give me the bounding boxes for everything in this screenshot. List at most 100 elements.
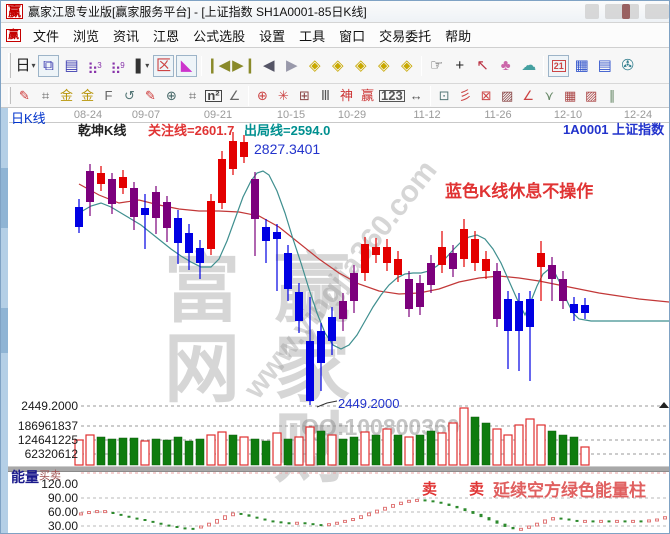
- background-window-fragment: [585, 4, 599, 19]
- check-lines-icon[interactable]: ⋎: [544, 88, 554, 103]
- volume-axis-label-124641225: 124641225: [17, 433, 78, 447]
- toolbar-separator: [421, 55, 423, 76]
- prev-period-icon[interactable]: ◀: [262, 57, 275, 74]
- menu-item-file[interactable]: 文件: [33, 28, 60, 44]
- save-icon[interactable]: ✇: [621, 57, 634, 74]
- exit-line-label: 出局线=2594.0: [244, 123, 331, 138]
- angle-tool-icon[interactable]: ∠: [228, 88, 241, 103]
- circle-cross-icon[interactable]: ⊕: [257, 88, 268, 103]
- calculator-icon[interactable]: ▦: [574, 57, 589, 74]
- indicator-scale-label-90.00: 90.00: [47, 491, 78, 505]
- gann-diamond-5-icon[interactable]: ◈: [400, 57, 413, 74]
- date-tick-11-26: 11-26: [484, 109, 512, 121]
- pane-separator[interactable]: [8, 466, 669, 472]
- width-measure-icon[interactable]: ↔: [409, 88, 423, 103]
- window-title: 赢家江恩专业版[赢家服务平台] - [上证指数 SH1A0001-85日K线]: [28, 5, 367, 19]
- spiral-tool-icon[interactable]: ↺: [124, 88, 135, 103]
- menu-item-settings[interactable]: 设置: [259, 28, 286, 44]
- count-grid-icon[interactable]: 123: [379, 87, 405, 103]
- gann-shape-tool-icon[interactable]: ♣: [500, 57, 511, 74]
- panel-period-label: 日K线: [11, 111, 46, 126]
- shen-grid-icon[interactable]: 神: [339, 88, 353, 103]
- time-grid-icon[interactable]: ⌗: [188, 88, 197, 103]
- box-grid-icon[interactable]: ⊞: [299, 88, 310, 103]
- next-period-icon[interactable]: ▶: [285, 57, 298, 74]
- attention-line-label: 关注线=2601.7: [148, 123, 235, 138]
- gann-diamond-2-icon[interactable]: ◈: [331, 57, 344, 74]
- angle-rays-icon[interactable]: ∠: [522, 88, 535, 103]
- box-tool-icon[interactable]: ⊡: [438, 88, 450, 103]
- info-board-icon[interactable]: ▤: [64, 57, 79, 74]
- date-tick-08-24: 08-24: [73, 109, 103, 121]
- qiankun-kline-icon[interactable]: 区: [153, 54, 174, 77]
- menu-item-browse[interactable]: 浏览: [73, 28, 100, 44]
- draw-pencil-2-icon[interactable]: ✎: [145, 88, 156, 103]
- toolbar-draw: ✎ ⌗ 金金 F ↺ ✎ ⊕ ⌗ n² ∠ ⊕ ✳ ⊞ Ⅲ 神赢 123 ↔ ⊡ 彡 ⊠ ▨ ∠ ⋎ ▦ ▨ ∥: [1, 84, 669, 108]
- symbol-label: 1A0001 上证指数: [563, 122, 665, 137]
- app-logo-icon: 赢: [6, 4, 24, 19]
- left-edge-strip[interactable]: [1, 108, 8, 533]
- menu-item-news[interactable]: 资讯: [113, 28, 140, 44]
- mark-tool-icon[interactable]: ↖: [476, 57, 489, 74]
- toolbar-grip[interactable]: [8, 53, 11, 78]
- candle-style-icon[interactable]: ❚ ▾: [131, 57, 150, 74]
- gold-ratio-grid-icon[interactable]: 金: [59, 88, 73, 103]
- draw-pencil-icon[interactable]: ✎: [19, 88, 30, 103]
- menu-item-formula-picker[interactable]: 公式选股: [193, 28, 246, 44]
- chart-note: 蓝色K线休息不操作: [445, 182, 594, 201]
- indicator-note: 延续空方绿色能量柱: [493, 481, 646, 500]
- kline-chart-canvas[interactable]: [1, 108, 669, 533]
- kline-tool-icon[interactable]: Ⅲ: [321, 88, 330, 103]
- window-layout-icon[interactable]: ⧉: [38, 54, 59, 77]
- gann-grid-icon[interactable]: ⌗: [41, 88, 50, 103]
- slant-lines-icon[interactable]: ∥: [608, 88, 616, 103]
- indicator-scale-label-60.00: 60.00: [47, 505, 78, 519]
- volume-axis-label-186961837: 186961837: [17, 419, 78, 433]
- rays-fan-icon[interactable]: 彡: [458, 88, 472, 103]
- left-strip-thumb[interactable]: [1, 168, 8, 228]
- chart-bars-9-icon[interactable]: ⣦ 9: [110, 57, 125, 74]
- grid-dense-icon[interactable]: ▦: [564, 88, 577, 103]
- date-tick-12-24: 12-24: [623, 109, 653, 121]
- color-histogram-icon[interactable]: ◣: [176, 54, 197, 77]
- date-tick-10-29: 10-29: [337, 109, 367, 121]
- gann-wheel-icon[interactable]: ⊕: [166, 88, 177, 103]
- mind-tool-icon[interactable]: ☁: [521, 57, 537, 74]
- calendar-icon[interactable]: 21: [548, 54, 570, 77]
- crosshair-tool-icon[interactable]: +: [455, 57, 465, 74]
- square-of-nine-icon[interactable]: n²: [205, 87, 222, 103]
- last-page-icon[interactable]: ▶❙: [232, 57, 257, 74]
- fibonacci-grid-icon[interactable]: F: [104, 88, 113, 103]
- first-page-icon[interactable]: ❙◀: [206, 57, 231, 74]
- high-price-annotation: 2827.3401: [254, 141, 321, 157]
- ying-grid-icon[interactable]: 赢: [360, 88, 374, 103]
- notepad-icon[interactable]: ▤: [597, 57, 612, 74]
- sell-mark-1: 卖: [422, 481, 438, 498]
- box-rays-icon[interactable]: ⊠: [480, 88, 492, 103]
- menu-item-trade-entrust[interactable]: 交易委托: [379, 28, 432, 44]
- toolbar-grip[interactable]: [8, 87, 11, 104]
- menu-item-window-menu[interactable]: 窗口: [339, 28, 366, 44]
- left-strip-thumb[interactable]: [1, 308, 8, 353]
- low-price-annotation: 2449.2000: [338, 396, 400, 411]
- volume-axis-label-62320612: 62320612: [24, 447, 78, 461]
- menu-item-help[interactable]: 帮助: [445, 28, 472, 44]
- star-grid-icon[interactable]: ✳: [278, 88, 289, 103]
- sell-mark-2: 卖: [469, 481, 485, 498]
- gann-diamond-4-icon[interactable]: ◈: [377, 57, 390, 74]
- chart-bars-3-icon[interactable]: ⣦ 3: [87, 57, 102, 74]
- box-rays-2-icon[interactable]: ▨: [501, 88, 514, 103]
- chart-region[interactable]: 赢家财富网 www.yingjia360.com QQ:100800360 08…: [1, 108, 669, 533]
- menu-item-gann[interactable]: 江恩: [153, 28, 180, 44]
- indicator-title-sub: 买卖: [39, 470, 61, 482]
- gann-diamond-1-icon[interactable]: ◈: [308, 57, 321, 74]
- kline-period-icon[interactable]: 日 ▾: [15, 57, 36, 74]
- grid-arrow-icon[interactable]: ▨: [585, 88, 598, 103]
- gann-diamond-3-icon[interactable]: ◈: [354, 57, 367, 74]
- menu-item-tools[interactable]: 工具: [299, 28, 326, 44]
- toolbar-separator: [201, 55, 202, 76]
- gold-ratio-grid-2-icon[interactable]: 金: [80, 88, 94, 103]
- hand-tool-icon[interactable]: ☞: [429, 57, 444, 74]
- toolbar-separator: [429, 85, 431, 106]
